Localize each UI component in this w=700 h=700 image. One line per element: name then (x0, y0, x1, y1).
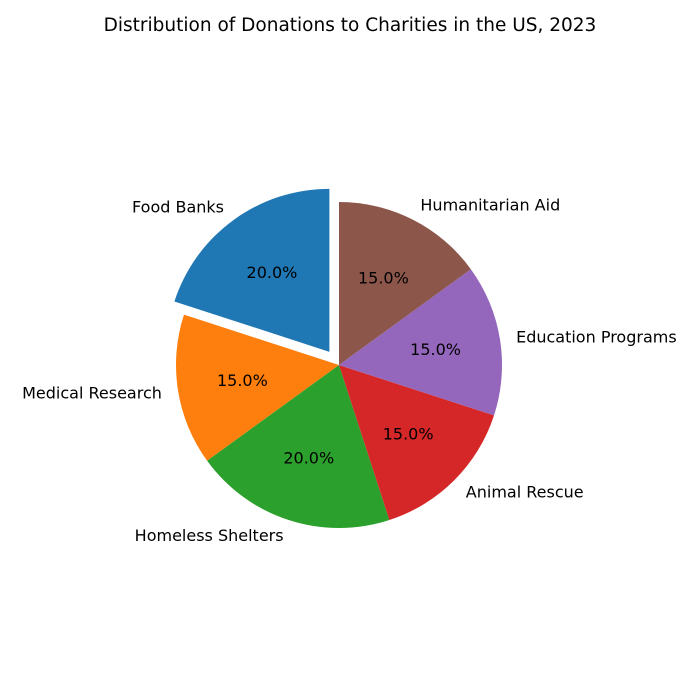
category-label-medical-research: Medical Research (22, 384, 162, 403)
pct-label-medical-research: 15.0% (217, 371, 268, 390)
pct-label-food-banks: 20.0% (247, 263, 298, 282)
category-label-food-banks: Food Banks (132, 197, 224, 216)
chart-title: Distribution of Donations to Charities i… (103, 15, 597, 36)
category-label-education-programs: Education Programs (516, 327, 677, 346)
pie-slice-humanitarian-aid (339, 202, 471, 365)
pie-slice-medical-research (175, 314, 339, 461)
pct-label-education-programs: 15.0% (410, 340, 461, 359)
pct-label-humanitarian-aid: 15.0% (358, 268, 409, 287)
pie-slice-food-banks (174, 188, 330, 352)
pct-label-homeless-shelters: 20.0% (283, 449, 334, 468)
category-label-humanitarian-aid: Humanitarian Aid (420, 196, 560, 215)
category-label-animal-rescue: Animal Rescue (466, 482, 584, 501)
category-label-homeless-shelters: Homeless Shelters (135, 526, 284, 545)
pct-label-animal-rescue: 15.0% (383, 425, 434, 444)
pie-slice-education-programs (339, 269, 502, 416)
pie-slice-homeless-shelters (207, 365, 390, 528)
pie-slice-animal-rescue (339, 365, 495, 521)
